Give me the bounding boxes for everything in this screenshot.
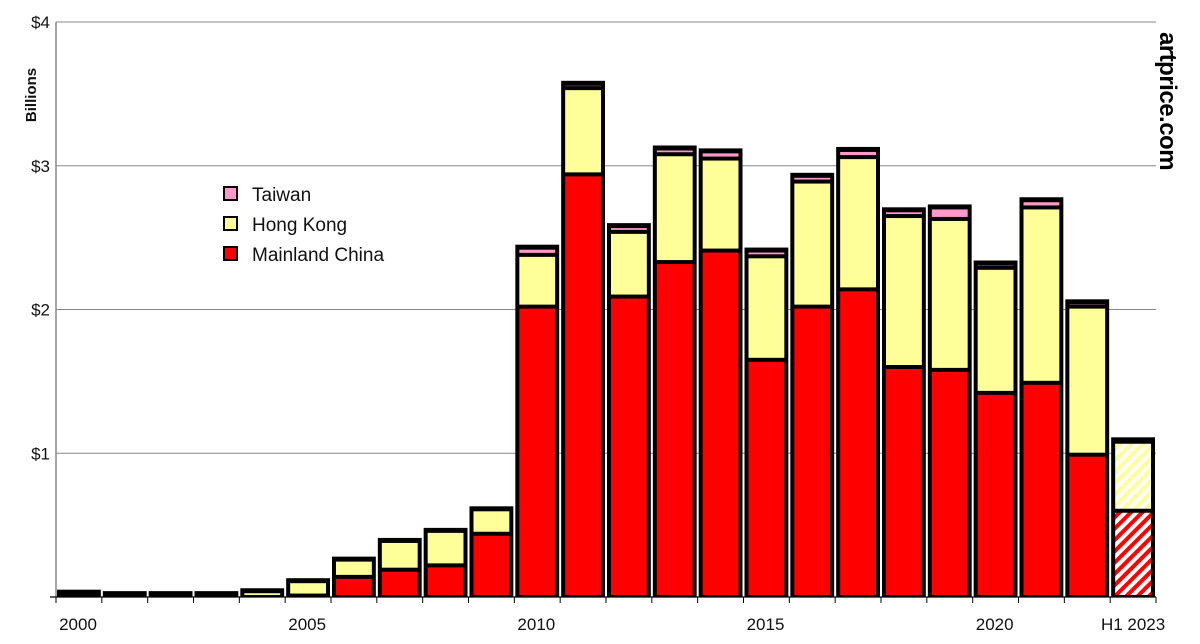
- bar-hong-kong: [840, 159, 876, 288]
- bar-taiwan: [1023, 202, 1060, 206]
- bar-mainland-china: [473, 535, 510, 595]
- legend-swatch-hong-kong: [223, 216, 238, 231]
- bar-mainland-china: [427, 567, 464, 595]
- bar-hong-kong: [794, 183, 831, 305]
- y-axis-label: Billions: [23, 68, 40, 122]
- legend: Taiwan Hong Kong Mainland China: [223, 185, 384, 266]
- bar-mainland-china: [1115, 512, 1151, 595]
- y-tick-label: $1: [31, 444, 50, 463]
- bar-taiwan: [931, 209, 968, 217]
- bar-hong-kong: [1115, 443, 1151, 509]
- bar-mainland-china: [794, 308, 831, 595]
- bar-hong-kong: [427, 532, 464, 564]
- bar-group-2010: [515, 244, 560, 597]
- bar-mainland-china: [931, 371, 968, 595]
- bar-outline: [240, 588, 285, 597]
- bar-mainland-china: [519, 308, 556, 595]
- legend-label: Taiwan: [252, 185, 311, 206]
- bar-group-2020: [973, 260, 1018, 597]
- bar-group-2001: [102, 591, 147, 597]
- bar-mainland-china: [336, 578, 372, 595]
- bar-group-2005: [286, 578, 330, 597]
- bar-hong-kong: [748, 258, 785, 358]
- bar-outline: [102, 591, 147, 597]
- bar-hong-kong: [519, 256, 556, 305]
- x-tick-label: H1 2023: [1101, 615, 1165, 634]
- bar-group-2018: [882, 207, 926, 597]
- x-tick-label: 2000: [59, 615, 97, 634]
- bar-hong-kong: [656, 156, 693, 261]
- bar-hong-kong: [702, 160, 739, 249]
- bar-hong-kong: [565, 90, 601, 173]
- bar-taiwan: [794, 177, 831, 180]
- bar-hong-kong: [1023, 209, 1060, 381]
- bar-hong-kong: [290, 583, 326, 594]
- x-tick-label: 2005: [288, 615, 326, 634]
- legend-label: Hong Kong: [252, 215, 347, 236]
- bar-group-2000: [57, 589, 101, 597]
- bar-taiwan: [519, 249, 556, 253]
- bar-mainland-china: [565, 176, 601, 595]
- bar-group-2002: [148, 591, 193, 597]
- artprice-logo: artprice.com: [1154, 32, 1181, 170]
- bar-group-2003: [194, 591, 239, 597]
- bar-group-2014: [698, 148, 743, 597]
- bar-taiwan: [748, 252, 785, 255]
- bar-group-2012: [607, 223, 651, 597]
- x-tick-label: 2015: [747, 615, 785, 634]
- bar-group-2004: [240, 588, 285, 597]
- bar-group-2017: [836, 146, 880, 597]
- bar-taiwan: [840, 151, 876, 156]
- x-tick-label: 2010: [517, 615, 555, 634]
- bar-mainland-china: [977, 394, 1014, 595]
- bar-mainland-china: [656, 264, 693, 595]
- bar-group-H1 2023: [1111, 437, 1155, 597]
- bar-group-2022: [1065, 299, 1110, 597]
- bar-mainland-china: [381, 571, 418, 595]
- bar-hong-kong: [1069, 308, 1106, 453]
- bar-outline: [148, 591, 193, 597]
- bar-group-2009: [469, 506, 514, 597]
- bar-group-2021: [1019, 197, 1064, 597]
- bar-hong-kong: [381, 542, 418, 568]
- bar-group-2013: [652, 145, 697, 597]
- bar-taiwan: [702, 153, 739, 157]
- bar-group-2019: [927, 204, 972, 597]
- bar-group-2007: [377, 537, 422, 597]
- bar-hong-kong: [886, 218, 922, 365]
- bar-mainland-china: [840, 291, 876, 595]
- bar-mainland-china: [886, 369, 922, 595]
- bar-mainland-china: [611, 298, 647, 595]
- bar-hong-kong: [931, 220, 968, 368]
- bar-group-2008: [423, 527, 468, 597]
- bar-mainland-china: [1023, 384, 1060, 595]
- y-tick-label: $4: [31, 13, 50, 32]
- legend-swatch-taiwan: [223, 186, 238, 201]
- bar-mainland-china: [748, 361, 785, 595]
- bar-mainland-china: [702, 252, 739, 595]
- bar-hong-kong: [244, 593, 281, 595]
- bar-outline: [57, 589, 101, 597]
- legend-label: Mainland China: [252, 245, 384, 266]
- y-tick-label: $3: [31, 157, 50, 176]
- bar-group-2015: [744, 247, 789, 597]
- bar-hong-kong: [336, 561, 372, 575]
- y-tick-label: $2: [31, 301, 50, 320]
- bar-group-2006: [332, 556, 376, 597]
- bar-outline: [194, 591, 239, 597]
- bar-taiwan: [886, 212, 922, 215]
- bar-group-2011: [561, 80, 605, 597]
- x-tick-label: 2020: [976, 615, 1014, 634]
- legend-swatch-mainland-china: [223, 246, 238, 261]
- bar-group-2016: [790, 172, 835, 597]
- bar-taiwan: [611, 228, 647, 230]
- bar-hong-kong: [473, 511, 510, 532]
- bar-hong-kong: [977, 269, 1014, 391]
- bar-mainland-china: [1069, 456, 1106, 595]
- bar-taiwan: [656, 150, 693, 153]
- bar-hong-kong: [611, 233, 647, 295]
